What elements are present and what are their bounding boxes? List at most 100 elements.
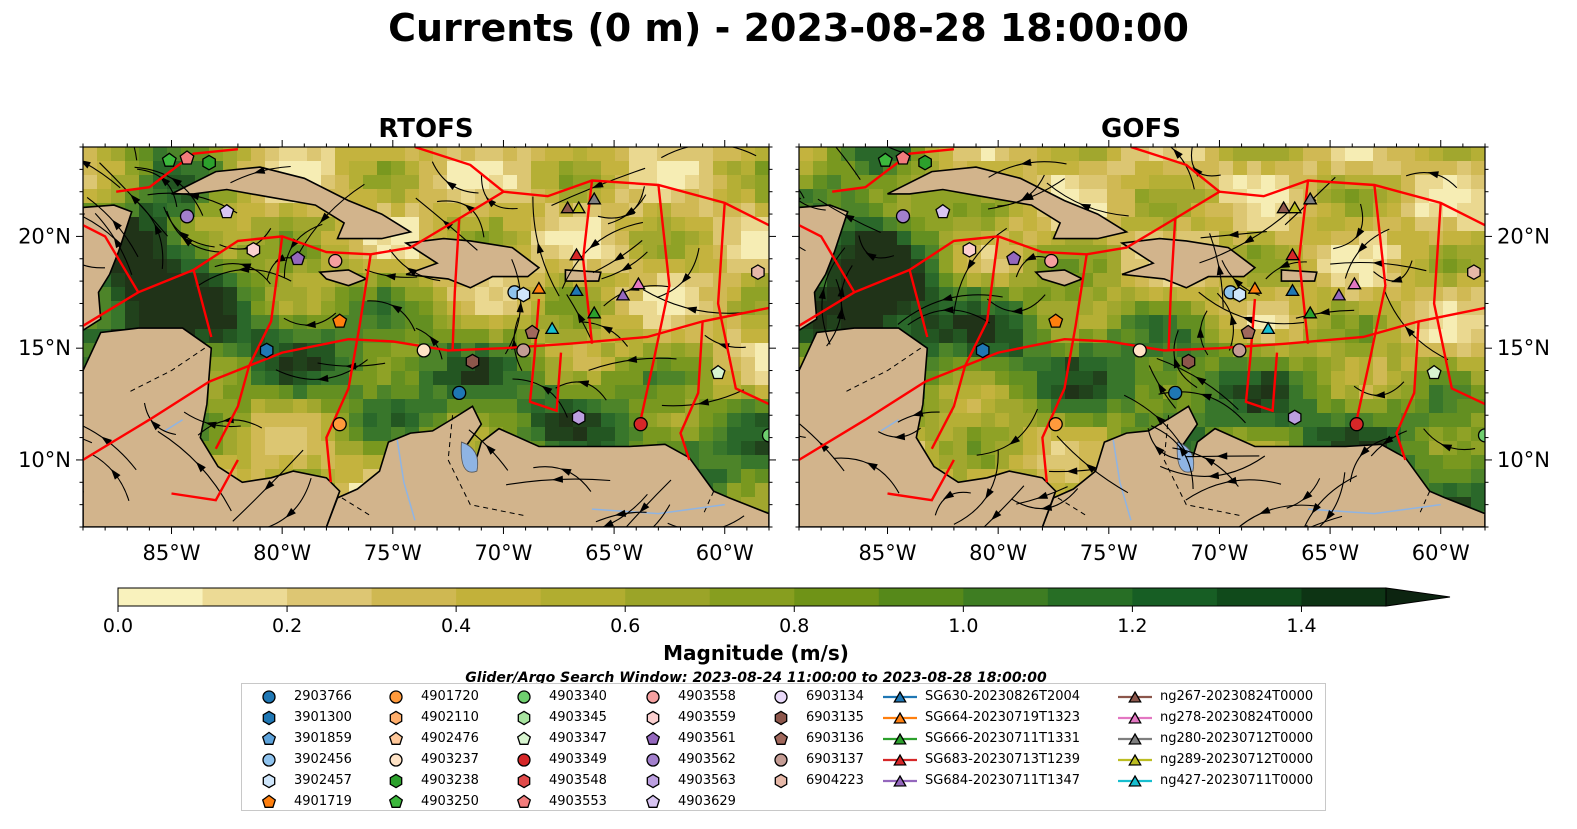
- legend-label: 4902476: [421, 731, 479, 746]
- platform-4903553: [895, 150, 911, 165]
- legend-label: 2903766: [294, 689, 352, 704]
- colorbar-tick-label: 0.0: [103, 615, 133, 637]
- legend-label: 4903347: [549, 731, 607, 746]
- legend-marker: [1118, 711, 1152, 724]
- legend-marker: [389, 753, 403, 767]
- search-window-text: Glider/Argo Search Window: 2023-08-24 11…: [465, 670, 1047, 686]
- platform-ng427-20230711T0000: [544, 321, 560, 335]
- legend-label: ng427-20230711T0000: [1160, 773, 1314, 788]
- legend-label: 6903137: [806, 752, 864, 767]
- colorbar-tick-label: 0.8: [779, 615, 809, 637]
- platform-ng267-20230824T0000: [1276, 200, 1291, 214]
- legend-label: ng289-20230712T0000: [1160, 752, 1314, 767]
- legend-marker-shape: [261, 794, 277, 808]
- legend-label: ng267-20230824T0000: [1160, 689, 1314, 704]
- platform-SG683-20230713T1239: [1285, 247, 1300, 261]
- platform-2903766: [1168, 385, 1183, 401]
- legend-marker: [646, 773, 660, 789]
- legend-marker: [389, 690, 403, 704]
- platform-ng280-20230712T0000: [1302, 191, 1318, 205]
- legend-marker: [774, 773, 788, 789]
- legend-marker: [517, 710, 531, 726]
- legend-marker-shape: [893, 774, 907, 787]
- lat-tick-label: 20°N: [18, 224, 71, 248]
- streamline-arrows: [799, 148, 1453, 527]
- legend-marker: [516, 794, 532, 808]
- jamaica-land: [1034, 269, 1085, 287]
- platform-ng278-20230824T0000: [631, 276, 646, 290]
- lon-tick-label: 85°W: [859, 541, 917, 565]
- legend-marker-shape: [389, 690, 403, 704]
- legend-marker-shape: [389, 710, 403, 726]
- platform-4903563: [1287, 409, 1302, 426]
- lat-tick-label: 15°N: [18, 336, 71, 360]
- legend-marker-shape: [893, 753, 907, 766]
- map-panels: 85°W 80°W 75°W 70°W 65°W 60°W20°N15°N10°N85°W…: [18, 140, 1550, 565]
- colorbar-label: Magnitude (m/s): [663, 641, 849, 665]
- legend-marker: [883, 774, 917, 787]
- legend-label: 4903340: [549, 689, 607, 704]
- legend-marker-shape: [389, 753, 403, 767]
- legend-marker-shape: [262, 773, 276, 789]
- legend-marker-shape: [646, 690, 660, 704]
- platform-6903136: [1240, 324, 1256, 339]
- platform-SG666-20230711T1331: [1302, 305, 1318, 319]
- legend-marker-shape: [774, 690, 788, 704]
- legend-label: 4902110: [421, 710, 479, 725]
- platform-markers: [877, 150, 1485, 443]
- legend-marker-shape: [262, 690, 276, 704]
- platform-4903629: [219, 203, 235, 219]
- legend-marker: [774, 753, 788, 767]
- legend-label: 4903250: [421, 794, 479, 809]
- legend-marker: [517, 773, 531, 789]
- lat-tick-label: 20°N: [1497, 224, 1550, 248]
- legend-label: 4903561: [678, 731, 736, 746]
- legend-label: 3902456: [294, 752, 352, 767]
- legend-label: 4903548: [549, 773, 607, 788]
- legend-marker-shape: [645, 731, 661, 745]
- colorbar-tick-label: 0.6: [610, 615, 640, 637]
- legend-marker-shape: [646, 710, 660, 726]
- platform-4903562: [895, 209, 911, 224]
- colorbar-tick-label: 0.4: [441, 615, 471, 637]
- legend-marker-shape: [1128, 732, 1142, 745]
- lon-tick-label: 70°W: [474, 541, 532, 565]
- platform-ng289-20230712T0000: [571, 200, 587, 214]
- platform-6904223: [1467, 264, 1481, 281]
- colorbar-frame: [117, 587, 1387, 607]
- yucatan-land: [83, 204, 133, 332]
- platform-4903347: [1426, 364, 1442, 380]
- platform-3901300: [259, 342, 274, 359]
- jamaica-land: [318, 269, 369, 287]
- legend-label: ng280-20230712T0000: [1160, 731, 1314, 746]
- legend-marker: [389, 773, 403, 789]
- legend-label: 4903563: [678, 773, 736, 788]
- legend-marker: [645, 794, 661, 808]
- platform-SG664-20230719T1323: [531, 281, 547, 294]
- legend-marker-shape: [774, 773, 788, 789]
- platform-4903553: [179, 150, 195, 165]
- legend-label: 6903135: [806, 710, 864, 725]
- legend-marker-shape: [1128, 690, 1142, 703]
- legend-label: SG684-20230711T1347: [925, 773, 1081, 788]
- platform-2903766: [452, 385, 467, 401]
- legend-marker: [262, 710, 276, 726]
- map-frame: [82, 146, 770, 528]
- platform-4901720: [332, 417, 347, 432]
- legend-marker-shape: [1128, 711, 1142, 724]
- puerto-rico-land: [564, 269, 602, 282]
- platform-ng280-20230712T0000: [586, 191, 602, 205]
- map-ticks: [792, 140, 1492, 534]
- platform-SG666-20230711T1331: [586, 305, 602, 319]
- legend-label: 4901719: [294, 794, 352, 809]
- map-frame: [798, 146, 1486, 528]
- lon-tick-label: 65°W: [585, 541, 643, 565]
- lat-tick-label: 10°N: [18, 448, 71, 472]
- platform-ng289-20230712T0000: [1287, 200, 1303, 214]
- legend-marker: [517, 753, 531, 767]
- platform-ng278-20230824T0000: [1347, 276, 1362, 290]
- legend-label: 6903134: [806, 689, 864, 704]
- legend-marker: [883, 690, 917, 703]
- platform-SG684-20230711T1347: [1331, 287, 1347, 301]
- legend-label: 4903553: [549, 794, 607, 809]
